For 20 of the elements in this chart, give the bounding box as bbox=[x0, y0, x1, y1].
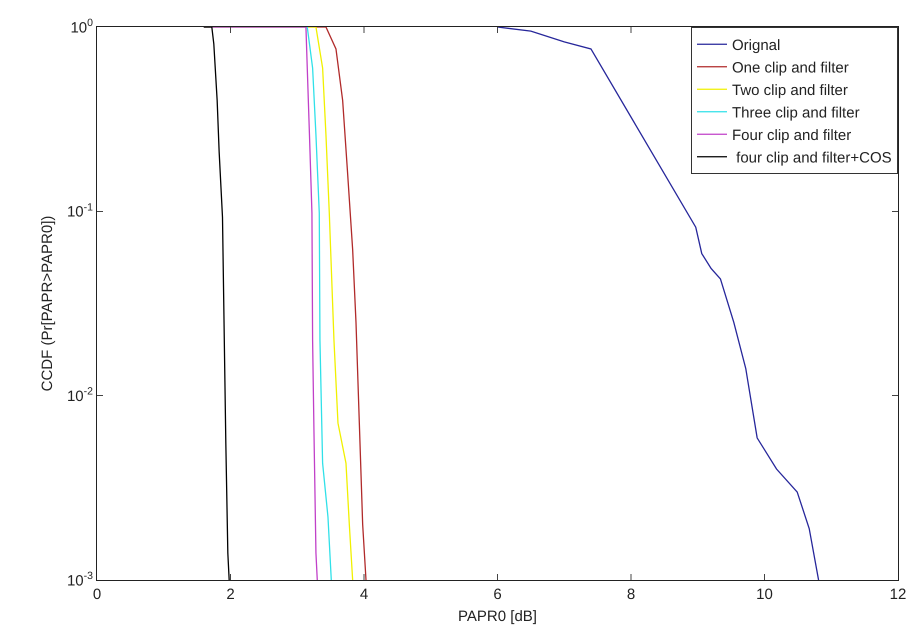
legend-label: Three clip and filter bbox=[732, 104, 860, 122]
line-series bbox=[203, 27, 230, 580]
x-tick-label: 6 bbox=[493, 586, 502, 603]
legend-label: Orignal bbox=[732, 37, 780, 54]
y-tick-label: 10$^{-3}$ bbox=[66, 570, 94, 590]
x-tick-label: 12 bbox=[890, 586, 906, 603]
x-tick-label: 2 bbox=[226, 586, 235, 603]
legend-label: One clip and filter bbox=[732, 60, 849, 77]
y-tick-label: 10$^{-1}$ bbox=[66, 201, 94, 221]
x-tick-label: 8 bbox=[626, 586, 636, 603]
legend-label: four clip and filter+COS bbox=[732, 150, 892, 167]
y-axis-title: CCDF (Pr[PAPR>PAPR0]) bbox=[39, 216, 56, 392]
x-tick-label: 4 bbox=[360, 586, 368, 603]
x-tick-label: 10 bbox=[756, 586, 773, 603]
legend-label: Two clip and filter bbox=[732, 82, 848, 100]
x-axis-title: PAPR0 [dB] bbox=[458, 608, 537, 625]
y-tick-label: 10$^{-2}$ bbox=[66, 386, 94, 405]
y-tick-label: 10$^{0}$ bbox=[70, 16, 94, 36]
x-tick-label: 0 bbox=[92, 586, 102, 603]
legend-label: Four clip and filter bbox=[732, 127, 852, 144]
